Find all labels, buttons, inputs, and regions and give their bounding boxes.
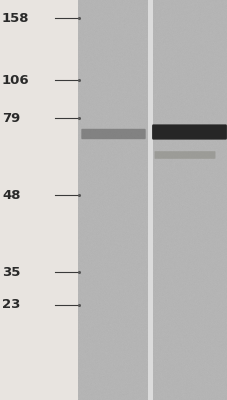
FancyBboxPatch shape (81, 129, 145, 139)
FancyBboxPatch shape (154, 151, 215, 159)
FancyBboxPatch shape (151, 124, 226, 140)
Text: 35: 35 (2, 266, 20, 278)
Bar (78, 0, 227, 400)
Text: 158: 158 (2, 12, 29, 24)
Text: 106: 106 (2, 74, 30, 86)
Text: 79: 79 (2, 112, 20, 124)
Bar (147, 0, 152, 400)
Bar (0, 0, 78, 400)
Text: 23: 23 (2, 298, 20, 312)
Text: 48: 48 (2, 188, 20, 202)
